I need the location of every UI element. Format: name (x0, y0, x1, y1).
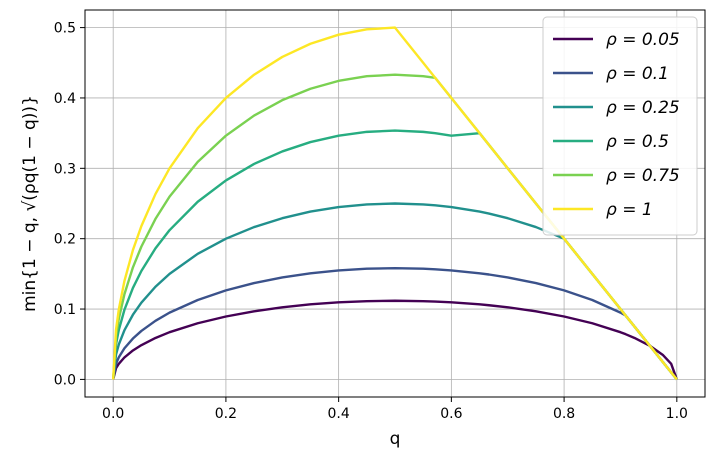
legend-label-5: ρ = 1 (606, 200, 653, 220)
legend-label-3: ρ = 0.5 (606, 132, 669, 152)
x-tick-label: 0.4 (328, 406, 350, 422)
y-tick-label: 0.5 (54, 21, 76, 37)
series-line-0 (112, 299, 678, 380)
x-axis-label: q (390, 429, 401, 449)
plot-frame (84, 9, 706, 398)
legend-label-2: ρ = 0.25 (606, 98, 680, 118)
x-tick-label: 0.6 (440, 406, 462, 422)
y-tick-label: 0.1 (54, 302, 76, 318)
legend-label-1: ρ = 0.1 (606, 64, 669, 84)
legend-box (542, 16, 698, 236)
legend-label-4: ρ = 0.75 (606, 166, 680, 186)
y-tick-label: 0.0 (54, 372, 76, 388)
legend: ρ = 0.05 ρ = 0.1 ρ = 0.25 ρ = 0.5 ρ = 0.75 ρ … (542, 16, 698, 236)
y-tick-label: 0.3 (54, 161, 76, 177)
x-tick-label: 0.0 (102, 406, 124, 422)
y-tick-label: 0.4 (54, 91, 76, 107)
x-tick-label: 0.8 (553, 406, 575, 422)
x-tick-label: 0.2 (215, 406, 237, 422)
y-tick-label: 0.2 (54, 232, 76, 248)
y-axis-label: min{1 − q, √(ρq(1 − q))} (20, 95, 40, 312)
series-line-5 (111, 26, 678, 381)
ticks: 0.0 0.2 0.4 0.6 0.8 1.0 0.0 0.1 0.2 0.3 0.4 0.5 (54, 21, 688, 422)
series-lines (111, 26, 678, 381)
legend-label-0: ρ = 0.05 (606, 30, 680, 50)
x-tick-label: 1.0 (666, 406, 688, 422)
